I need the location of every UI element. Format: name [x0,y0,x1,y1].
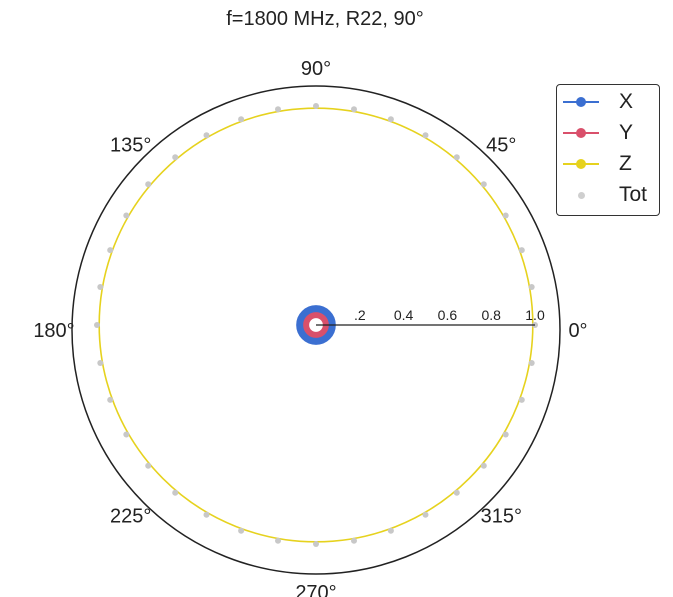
legend-marker-y [576,128,586,138]
radial-tick-layer: .2 0.4 0.6 0.8 1.0 [354,307,545,323]
series-tot-point [480,181,487,188]
legend-item-z: Z [563,151,659,177]
series-tot-point [275,106,281,113]
angle-label: 90° [301,58,331,80]
series-tot-point [313,103,319,109]
angle-label: 135° [110,135,151,157]
series-tot-point [172,489,179,496]
legend-label-z: Z [619,152,632,175]
outer-circle [71,85,561,575]
series-tot-point [528,360,535,366]
series-tot-point [107,396,114,403]
angle-label: 225° [110,505,151,527]
angle-label: 270° [295,582,336,597]
legend-marker-x [576,97,586,107]
angle-label: 0° [568,320,587,342]
legend-marker-z [576,159,586,169]
legend-item-y: Y [563,120,659,146]
series-tot-point [275,537,281,544]
series-tot-point [97,284,104,290]
series-tot-point [502,212,509,219]
series-tot-point [453,489,460,496]
series-tot-point [238,527,245,534]
series-tot-point [453,154,460,161]
legend-label-x: X [619,90,634,113]
angle-label: 45° [486,135,516,157]
series-tot-point [172,154,179,161]
radial-tick-label: 0.6 [438,307,458,323]
radial-tick-label: 0.4 [394,307,414,323]
series-tot-point [480,462,487,469]
radial-tick-label: .2 [354,307,366,323]
series-tot-point [203,511,210,518]
series-tot-point [351,537,357,544]
legend-label-y: Y [619,121,634,144]
angle-label: 315° [481,505,522,527]
series-tot-point [528,284,535,290]
series-tot-point [97,360,104,366]
series-tot-point [203,132,210,139]
series-tot-point [351,106,357,113]
series-tot-point [422,511,429,518]
series-tot-point [387,116,394,123]
legend-item-tot: Tot [563,182,659,208]
radial-tick-label: 0.8 [481,307,501,323]
series-tot-point [145,462,152,469]
legend-marker-tot [578,192,585,199]
series-tot-point [313,541,319,547]
legend-item-x: X [563,89,659,115]
legend: X Y Z Tot [556,84,660,216]
series-tot-point [123,431,130,438]
series-tot-point [518,396,525,403]
series-tot-point [502,431,509,438]
series-tot-point [387,527,394,534]
series-tot-point [238,116,245,123]
angle-label: 180° [33,320,74,342]
series-tot-point [107,247,114,254]
series-tot-point [123,212,130,219]
legend-label-tot: Tot [619,183,648,206]
series-tot-point [422,132,429,139]
chart-title: f=1800 MHz, R22, 90° [226,8,424,30]
series-tot-point [94,322,100,328]
series-tot-point [518,247,525,254]
angle-label-layer: 0° 45° 90° 135° 180° 225° 270° 315° [33,58,587,597]
series-tot-point [145,181,152,188]
radial-tick-label: 1.0 [525,307,545,323]
